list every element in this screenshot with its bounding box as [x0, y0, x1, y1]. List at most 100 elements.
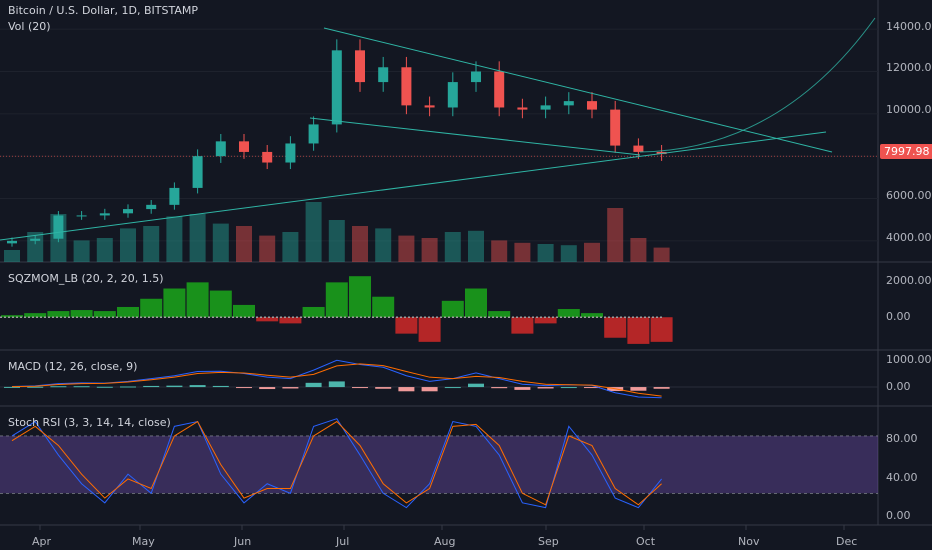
candle-body — [517, 107, 528, 110]
volume-bar — [421, 238, 438, 262]
sqz-bar — [186, 282, 209, 318]
volume-label: Vol (20) — [8, 20, 51, 33]
candle-body — [494, 71, 505, 108]
sqz-tick: 0.00 — [886, 310, 911, 323]
macd-histogram-bar — [120, 386, 136, 388]
sqz-bar — [372, 296, 395, 318]
candle-body — [424, 105, 435, 108]
symbol-title: Bitcoin / U.S. Dollar, 1D, BITSTAMP — [8, 4, 198, 17]
time-tick: Oct — [636, 535, 656, 548]
candle-body — [563, 101, 574, 106]
parabolic-curve — [639, 17, 876, 153]
candle-body — [447, 82, 458, 108]
sqz-bar — [557, 309, 580, 318]
time-tick: Nov — [738, 535, 760, 548]
volume-bar — [282, 232, 299, 262]
price-tick: 6000.00 — [886, 189, 932, 202]
volume-bar — [537, 244, 554, 262]
candle-body — [378, 67, 389, 83]
candle-body — [285, 143, 296, 163]
sqz-bar — [511, 317, 534, 334]
price-tick: 14000.00 — [886, 20, 932, 33]
macd-histogram-bar — [584, 387, 600, 389]
volume-bar — [143, 226, 160, 262]
volume-bar — [653, 247, 670, 262]
volume-bar — [328, 220, 345, 262]
sqz-bar — [256, 317, 279, 322]
sqz-bar — [650, 317, 673, 342]
macd-histogram-bar — [166, 385, 183, 388]
macd-histogram-bar — [421, 387, 438, 392]
support-trendline — [0, 131, 827, 241]
macd-histogram-bar — [96, 386, 113, 388]
macd-histogram-bar — [212, 385, 229, 388]
macd-histogram-bar — [352, 387, 368, 389]
lower-wedge-line — [309, 117, 641, 156]
candle-body — [355, 50, 365, 83]
sqz-bar — [47, 311, 70, 318]
upper-wedge-line — [323, 27, 833, 153]
sqz-bar — [627, 317, 650, 344]
stoch-tick: 80.00 — [886, 432, 918, 445]
macd-histogram-bar — [398, 387, 415, 392]
volume-bar — [468, 230, 484, 262]
volume-bar — [259, 235, 276, 262]
sqz-bar — [70, 310, 93, 318]
sqz-bar — [117, 306, 139, 318]
macd-label: MACD (12, 26, close, 9) — [8, 360, 138, 373]
sqz-bar — [395, 317, 418, 334]
stoch-label: Stoch RSI (3, 3, 14, 14, close) — [8, 416, 171, 429]
price-tick: 10000.00 — [886, 103, 932, 116]
volume-bar — [4, 250, 20, 262]
candle-body — [169, 187, 180, 205]
macd-histogram-bar — [189, 385, 206, 388]
sqz-bar — [24, 313, 47, 318]
sqz-bar — [140, 298, 163, 318]
candle-body — [7, 240, 17, 244]
volume-bar — [120, 228, 136, 262]
volume-bar — [444, 232, 461, 262]
time-tick: Dec — [836, 535, 858, 548]
sqz-bar — [163, 288, 186, 318]
candle-body — [215, 141, 226, 157]
macd-histogram-bar — [73, 386, 90, 388]
macd-histogram-bar — [630, 387, 647, 391]
sqz-bar — [279, 317, 302, 324]
candle-body — [308, 124, 319, 144]
volume-bar — [305, 202, 322, 262]
volume-bar — [630, 238, 647, 262]
signal-line — [11, 363, 662, 397]
sqz-bar — [325, 282, 348, 318]
macd-histogram-bar — [305, 382, 322, 388]
candle-body — [471, 71, 481, 83]
macd-histogram-bar — [514, 387, 531, 390]
volume-bar — [560, 245, 577, 262]
stoch-tick: 0.00 — [886, 509, 911, 522]
candle-body — [53, 215, 64, 239]
macd-histogram-bar — [27, 386, 44, 388]
macd-histogram-bar — [375, 387, 392, 389]
macd-histogram-bar — [537, 387, 554, 389]
sqz-bar — [209, 290, 232, 318]
candle-body — [633, 145, 644, 152]
candle-body — [76, 215, 87, 217]
stoch-d-line — [11, 420, 662, 506]
candle-body — [146, 204, 157, 210]
sqz-bar — [418, 317, 441, 342]
candle-body — [262, 151, 273, 163]
macd-histogram-bar — [491, 387, 508, 389]
volume-bar — [607, 208, 624, 262]
candle-body — [99, 213, 110, 216]
macd-histogram-bar — [236, 387, 252, 389]
macd-histogram-bar — [50, 386, 67, 388]
macd-histogram-bar — [282, 387, 299, 389]
candle-body — [331, 50, 342, 125]
macd-histogram-bar — [560, 387, 577, 389]
macd-tick: 0.00 — [886, 380, 911, 393]
volume-bar — [73, 240, 90, 262]
macd-histogram-bar — [4, 386, 20, 388]
volume-bar — [491, 240, 508, 262]
macd-histogram-bar — [143, 385, 160, 388]
sqz-label: SQZMOM_LB (20, 2, 20, 1.5) — [8, 272, 164, 285]
volume-bar — [236, 226, 252, 262]
